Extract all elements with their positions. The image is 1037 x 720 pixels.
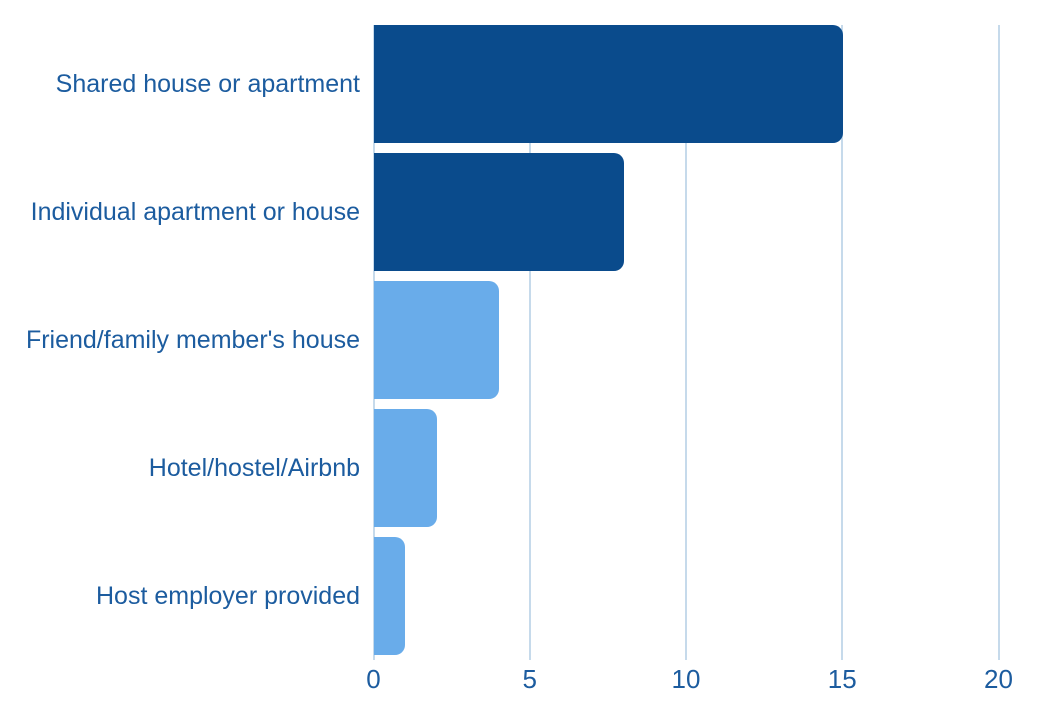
x-tick-label: 5 (522, 664, 537, 694)
bar (374, 25, 843, 143)
category-label: Host employer provided (95, 582, 360, 610)
x-tick-label: 10 (671, 664, 701, 694)
bar (374, 409, 437, 527)
category-label: Friend/family member's house (25, 326, 360, 354)
x-tick-label: 0 (366, 664, 381, 694)
category-label: Hotel/hostel/Airbnb (148, 454, 360, 482)
gridline-x-0 (372, 25, 375, 660)
gridline-x-20 (997, 25, 1000, 660)
bar (374, 153, 624, 271)
gridline-x-5 (528, 25, 531, 660)
category-label: Shared house or apartment (55, 70, 360, 98)
bar (374, 537, 406, 655)
gridline-x-10 (685, 25, 687, 660)
x-tick-label: 20 (984, 664, 1013, 694)
bar (374, 281, 499, 399)
gridline-x-15 (841, 25, 844, 660)
category-label: Individual apartment or house (30, 198, 360, 226)
x-tick-label: 15 (827, 664, 857, 694)
